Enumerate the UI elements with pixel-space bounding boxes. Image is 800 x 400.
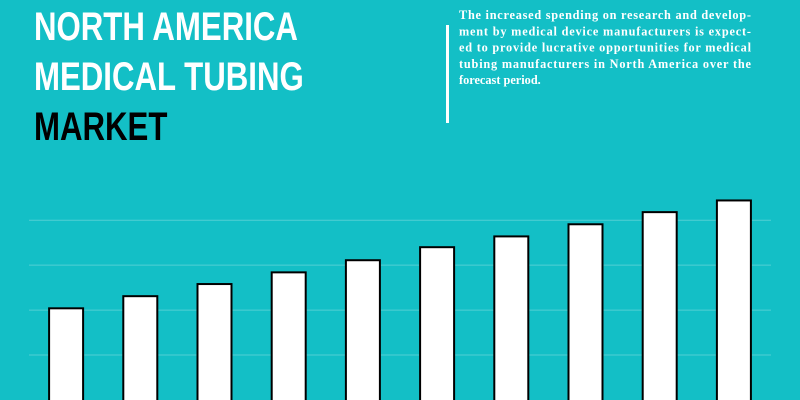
description-line: The increased spending on research and d… [459,8,751,22]
bar [344,259,381,400]
description: The increased spending on research and d… [459,8,752,87]
description-line: forecast period. [459,73,541,87]
bar [567,223,604,400]
bar [641,211,678,400]
description-line: ed to provide lucrative opportunities fo… [459,41,752,55]
description-line: tubing manufacturers in North America ov… [459,57,752,71]
title-block: NORTH AMERICA MEDICAL TUBING MARKET [34,4,304,149]
bar [122,295,159,400]
bar [715,199,752,400]
bar [493,235,530,400]
bar [419,246,456,400]
bar [196,283,233,400]
bar [48,307,85,400]
bar [270,271,307,400]
title-line: NORTH AMERICA [34,4,298,49]
title-line: MEDICAL TUBING [34,54,304,99]
description-line: ment by medical device manufacturers is … [459,24,751,38]
title-line: MARKET [34,104,167,149]
